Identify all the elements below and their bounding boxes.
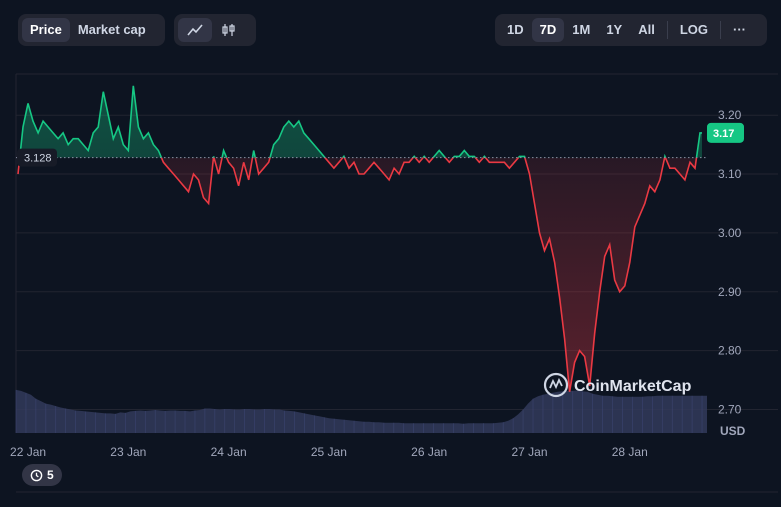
x-tick-label: 24 Jan bbox=[211, 445, 247, 459]
y-tick-label: 2.70 bbox=[718, 402, 742, 416]
line-chart-icon bbox=[187, 24, 203, 36]
y-unit-label: USD bbox=[720, 424, 746, 438]
volume-bars bbox=[15, 389, 707, 433]
metric-toggle: Price Market cap bbox=[18, 14, 165, 46]
history-count: 5 bbox=[47, 468, 54, 482]
divider bbox=[720, 21, 722, 39]
market-cap-tab[interactable]: Market cap bbox=[77, 22, 146, 37]
divider bbox=[666, 21, 668, 39]
x-axis: 22 Jan 23 Jan 24 Jan 25 Jan 26 Jan 27 Jan 28 J… bbox=[10, 445, 648, 459]
baseline: 3.128 bbox=[16, 148, 707, 167]
x-tick-label: 28 Jan bbox=[612, 445, 648, 459]
y-tick-label: 2.80 bbox=[718, 344, 742, 358]
watermark-text: CoinMarketCap bbox=[574, 378, 692, 395]
price-tab[interactable]: Price bbox=[22, 18, 70, 42]
y-tick-label: 3.00 bbox=[718, 226, 742, 240]
x-tick-label: 27 Jan bbox=[511, 445, 547, 459]
candlestick-chart-button[interactable] bbox=[212, 18, 246, 42]
price-line-down bbox=[17, 157, 698, 392]
range-1d[interactable]: 1D bbox=[507, 22, 524, 37]
watermark: CoinMarketCap bbox=[543, 372, 692, 398]
x-tick-label: 26 Jan bbox=[411, 445, 447, 459]
y-tick-label: 3.20 bbox=[718, 108, 742, 122]
x-tick-label: 23 Jan bbox=[110, 445, 146, 459]
history-icon bbox=[30, 469, 43, 481]
area-below-baseline bbox=[18, 157, 702, 392]
range-1y[interactable]: 1Y bbox=[606, 22, 623, 37]
y-tick-label: 2.90 bbox=[718, 285, 742, 299]
y-axis: 3.20 3.10 3.00 2.90 2.80 2.70 USD 3.17 bbox=[707, 108, 746, 438]
baseline-label: 3.128 bbox=[24, 153, 52, 165]
chart-type-toggle bbox=[174, 14, 256, 46]
last-price-tag bbox=[707, 122, 744, 143]
more-options-button[interactable]: ··· bbox=[733, 22, 747, 37]
x-tick-label: 25 Jan bbox=[311, 445, 347, 459]
last-price-label: 3.17 bbox=[713, 128, 734, 140]
volume-area bbox=[16, 389, 707, 433]
history-badge[interactable]: 5 bbox=[22, 464, 62, 486]
y-tick-label: 3.10 bbox=[718, 167, 742, 181]
range-7d[interactable]: 7D bbox=[531, 18, 565, 42]
range-all[interactable]: All bbox=[638, 22, 655, 37]
range-toggle: 1D 7D 1M 1Y All LOG ··· bbox=[495, 14, 767, 46]
candlestick-chart-icon bbox=[222, 24, 235, 36]
baseline-label-bg bbox=[17, 148, 57, 167]
price-line bbox=[17, 85, 702, 392]
range-1m[interactable]: 1M bbox=[572, 22, 591, 37]
log-scale-button[interactable]: LOG bbox=[679, 22, 709, 37]
price-line-up bbox=[18, 85, 702, 158]
coinmarketcap-logo-icon bbox=[543, 372, 569, 398]
x-tick-label: 22 Jan bbox=[10, 445, 46, 459]
price-area bbox=[18, 85, 702, 392]
line-chart-button[interactable] bbox=[178, 18, 212, 42]
